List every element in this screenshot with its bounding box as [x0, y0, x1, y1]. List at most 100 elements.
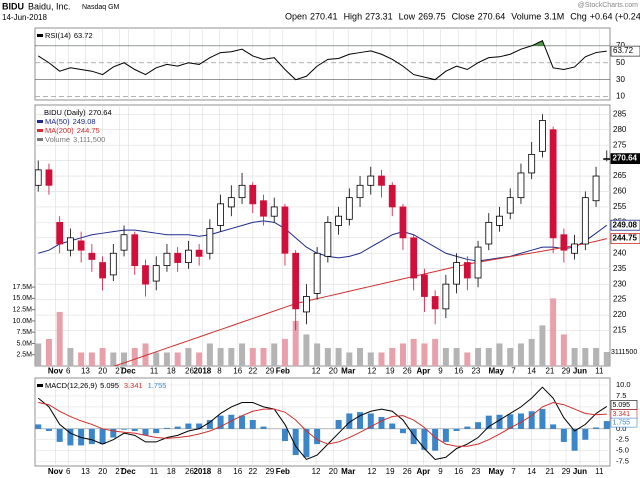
candle-body [603, 158, 610, 161]
volume-bar [163, 352, 170, 366]
x-tick-label: 29 [562, 467, 571, 476]
volume-bar [228, 347, 235, 366]
volume-bar [582, 347, 589, 366]
volume-bar [593, 347, 600, 366]
macd-histogram-bar [88, 428, 95, 445]
x-tick-label: 12 [367, 467, 376, 476]
exchange: Nasdaq GM [82, 4, 120, 11]
macd-histogram-bar [593, 427, 600, 429]
x-tick-label: 27 [115, 367, 124, 376]
volume-bar [67, 347, 74, 366]
volume-bar [249, 347, 256, 366]
candle-body [303, 296, 310, 313]
macd-histogram-bar [464, 426, 471, 429]
watermark: @StockCharts.com [578, 2, 639, 9]
volume-bar [517, 343, 524, 366]
x-tick-label: 16 [454, 467, 463, 476]
x-tick-label: Jun [573, 467, 587, 476]
candle-body [474, 246, 482, 279]
volume-bar [335, 347, 342, 366]
macd-histogram-bar [560, 428, 567, 442]
quote-item: 269.75 [418, 11, 446, 21]
candle-body [99, 262, 106, 279]
legend-text: 270.64 [89, 108, 112, 117]
candle-body [206, 228, 214, 254]
y-tick-label: 285 [613, 109, 627, 118]
candle-body [431, 296, 439, 310]
x-tick-label: 26 [185, 367, 194, 376]
x-tick-label: 16 [454, 367, 463, 376]
x-tick-label: 2018 [193, 467, 211, 476]
macd-histogram-bar [496, 414, 503, 429]
x-tick-label: 26 [403, 467, 412, 476]
quote-item: 270.41 [310, 11, 338, 21]
volume-bar [475, 347, 482, 366]
x-tick-label: 8 [217, 467, 222, 476]
candle-body [35, 169, 42, 186]
macd-histogram-bar [410, 428, 417, 445]
macd-histogram-bar [121, 428, 128, 430]
x-tick-label: 29 [265, 367, 274, 376]
macd-histogram-bar [550, 424, 557, 429]
y-tick-label: 260 [613, 187, 627, 196]
x-tick-label: Dec [121, 467, 136, 476]
volume-bar [571, 347, 578, 366]
candle-body [249, 184, 257, 205]
x-tick-label: 6 [66, 367, 71, 376]
candle-body [345, 197, 353, 220]
y-tick-label: 275 [613, 140, 627, 149]
candle-body [453, 262, 460, 285]
macd-histogram-bar [281, 428, 288, 442]
macd-histogram-bar [67, 428, 74, 446]
volume-bar [367, 352, 374, 366]
candle-body [77, 240, 85, 251]
macd-histogram-bar [163, 427, 170, 429]
candle-body [410, 237, 418, 279]
volume-bar [78, 352, 85, 366]
x-tick-label: 18 [167, 467, 176, 476]
macd-flag: 3.341 [613, 411, 631, 418]
candle-body [195, 249, 203, 257]
legend-swatch [37, 129, 43, 132]
macd-histogram-bar [603, 421, 610, 429]
legend-text: 3.341 [124, 381, 143, 390]
x-tick-label: 26 [403, 367, 412, 376]
rsi-tick-label: 70 [616, 41, 625, 50]
x-tick-label: 22 [248, 467, 257, 476]
candle-body [313, 252, 321, 294]
macd-histogram-bar [142, 428, 149, 436]
macd-flag: 1.755 [613, 419, 631, 426]
candle-body [571, 243, 578, 254]
macd-histogram-bar [292, 428, 299, 456]
volume-bar [56, 311, 63, 366]
volume-bar [206, 343, 213, 366]
candle-body [238, 184, 246, 199]
macd-histogram-bar [399, 428, 406, 434]
volume-bar [378, 352, 385, 366]
x-tick-label: 19 [386, 467, 395, 476]
volume-bar [560, 334, 567, 366]
rsi-tick-label: 50 [616, 58, 625, 67]
volume-tick-label: 5.0M [16, 340, 32, 347]
candle-body [581, 197, 589, 245]
volume-tick-label: 17.5M [13, 284, 33, 291]
volume-bar [314, 343, 321, 366]
macd-histogram-bar [485, 415, 492, 429]
quote-item: Close [452, 11, 475, 21]
panel-background [34, 27, 611, 101]
candle-body [506, 197, 514, 214]
rsi-flag: 63.72 [613, 46, 634, 55]
date: 14-Jun-2018 [2, 13, 47, 22]
volume-bar [550, 298, 557, 366]
candle-body [442, 283, 450, 310]
candle-body [174, 252, 182, 263]
x-tick-label: Dec [121, 367, 136, 376]
legend-swatch [37, 34, 43, 37]
x-tick-label: May [489, 467, 505, 476]
company-name: Baidu, Inc. [28, 1, 71, 11]
x-tick-label: 11 [150, 367, 159, 376]
macd-histogram-bar [367, 413, 374, 429]
macd-histogram-bar [196, 423, 203, 429]
x-tick-label: 7 [511, 367, 516, 376]
legend-text: MACD(12,26,9) [45, 381, 98, 390]
